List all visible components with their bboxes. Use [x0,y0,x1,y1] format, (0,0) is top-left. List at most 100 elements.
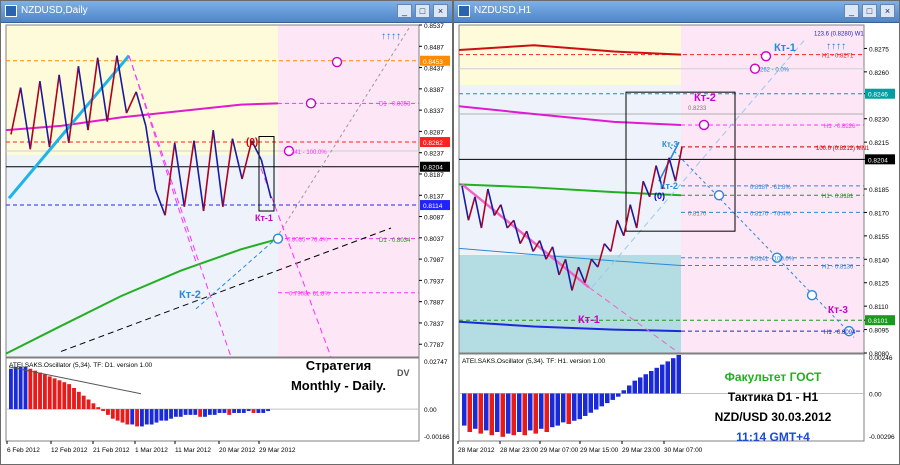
oscillator-bar [217,409,222,413]
oscillator-bar [561,393,566,423]
wave-annotation: Кт-3 [662,140,678,149]
x-tick-label: 21 Feb 2012 [93,447,130,454]
wave-annotation: Кт-1 [255,213,273,223]
wave-annotation: Кт-2 [694,92,716,104]
oscillator-bar [227,409,232,415]
oscillator-bar [222,409,227,413]
fib-point-marker [806,290,818,301]
price-segment [551,246,560,276]
background-zone-1 [278,25,419,357]
oscillator-bar [660,364,665,394]
level-label: 241 - 100.0% [291,150,327,156]
title-bar[interactable]: NZDUSD,H1 _ □ × [454,1,899,23]
oscillator-bar [533,393,538,434]
close-button[interactable]: × [433,4,448,18]
oscillator-bar [9,368,13,410]
fib-point-marker [713,190,725,201]
background-zone-3 [459,255,681,353]
oscillator-trend-line [8,366,142,395]
y-tick-label: 0.8437 [424,66,444,73]
x-tick-label: 29 Mar 2012 [259,447,296,454]
oscillator-bar [173,409,178,417]
x-tick-label: 12 Feb 2012 [51,447,88,454]
price-tag-label: 0.8204 [868,157,888,164]
y-tick-label: 0.8275 [869,46,889,53]
close-button[interactable]: × [880,4,895,18]
oscillator-tick-label: -0.00166 [424,434,450,441]
oscillator-bar [528,393,533,431]
y-tick-label: 0.7787 [424,342,444,349]
price-segment [512,220,522,244]
oscillator-bar [203,409,207,417]
fib-point-marker [305,98,317,109]
price-segment [616,219,625,237]
wave-annotation: Кт-2 [179,289,201,301]
trend-line-4 [195,238,277,310]
oscillator-bar [544,393,549,433]
y-tick-label: 0.8080 [869,351,889,358]
daily-chart[interactable]: D1 - 0.8353 241 - 100.0% 0.8035 - 76.4% D1 … [1,23,452,464]
minimize-button[interactable]: _ [397,4,412,18]
oscillator-bar [120,409,125,423]
oscillator-bar [654,367,659,394]
level-label: 0.8170 [688,211,707,217]
level-label: H1 - 0.8136 [822,265,854,271]
price-tag-label: 0.8453 [423,59,443,66]
price-segment [519,230,528,245]
price-segment [231,138,243,180]
oscillator-bar [473,393,478,429]
oscillator-bar [38,372,42,410]
wave-annotation: Кт-1 [774,42,796,54]
fib-point-marker [760,51,772,62]
window-title: NZDUSD,Daily [21,5,88,16]
price-segment [106,55,118,122]
x-tick-label: 11 Mar 2012 [175,447,211,454]
y-tick-label: 0.8170 [869,210,889,217]
oscillator-bar [489,393,494,436]
level-label: H1 - 0.8226 [824,124,856,130]
y-tick-label: 0.8137 [424,193,444,200]
fib-point-marker [749,63,761,74]
oscillator-bar [198,409,203,417]
y-tick-label: 0.8337 [424,108,444,115]
title-bar[interactable]: NZDUSD,Daily _ □ × [1,1,452,23]
price-segment [538,240,547,260]
trend-line-3 [669,146,855,338]
oscillator-bar [47,376,52,410]
oscillator-bar [649,371,654,394]
wave-annotation: Кт-2 [660,181,678,191]
oscillator-bar [643,374,648,394]
chart-icon [5,5,17,17]
level-label: D1 - 0.8034 [379,238,411,244]
y-tick-label: 0.8537 [424,23,444,30]
oscillator-bar [207,409,212,415]
wave-annotation: Кт-3 [828,305,848,316]
price-segment [77,66,89,131]
oscillator-tick-label: 0.00246 [869,355,893,362]
price-segment [87,57,99,131]
h1-chart[interactable]: 123.6 (0.8280) W1 H1 - 0.8271 262 - 0.0% 0.… [454,23,899,464]
x-tick-label: 29 Mar 23:00 [622,447,661,454]
price-segment [193,140,205,212]
background-zone-0 [459,25,681,85]
price-segment [241,140,253,180]
price-segment [525,230,534,252]
oscillator-bar [665,361,670,394]
oscillator-bar [67,384,72,410]
price-segment [58,74,70,144]
oscillator-bar [183,409,188,415]
maximize-button[interactable]: □ [415,4,430,18]
main-plot-frame [5,24,420,358]
window-title: NZDUSD,H1 [474,5,532,16]
strategy-line-1: Стратегия [305,358,372,373]
minimize-button[interactable]: _ [844,4,859,18]
oscillator-bar [91,403,96,410]
oscillator-tick-label: 0.00 [869,391,882,398]
price-segment [506,219,515,229]
oscillator-bar [144,409,149,425]
price-segment [674,146,683,182]
y-tick-label: 0.8230 [869,117,889,124]
moving-average-4 [458,247,682,267]
maximize-button[interactable]: □ [862,4,877,18]
price-segment [500,204,509,229]
